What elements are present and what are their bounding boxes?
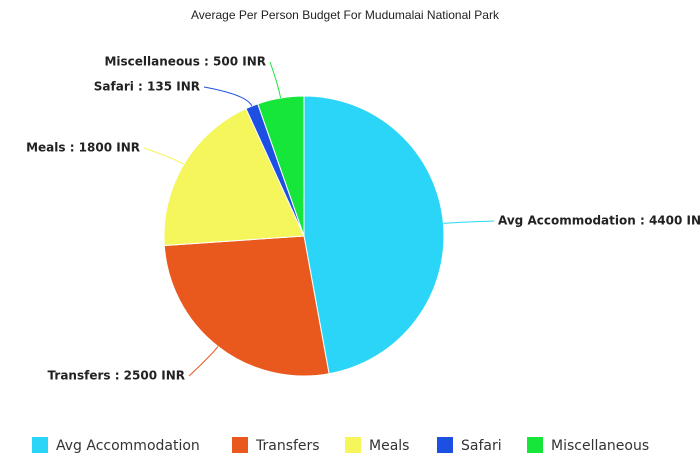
legend-swatch — [32, 437, 48, 453]
data-label: Miscellaneous : 500 INR — [104, 55, 266, 69]
legend-label: Transfers — [255, 438, 320, 454]
legend-label: Safari — [461, 438, 502, 454]
legend-swatch — [345, 437, 361, 453]
data-label: Meals : 1800 INR — [26, 141, 140, 155]
leader-line — [203, 86, 253, 107]
leader-line — [269, 61, 282, 99]
legend-swatch — [527, 437, 543, 453]
pie-slice — [257, 95, 305, 237]
data-label: Avg Accommodation : 4400 INR — [498, 214, 700, 228]
legend-label: Meals — [369, 438, 409, 454]
legend-label: Avg Accommodation — [56, 438, 200, 454]
pie-slice — [303, 95, 445, 375]
leader-line — [188, 346, 219, 377]
data-label: Transfers : 2500 INR — [48, 369, 185, 383]
leader-line — [143, 147, 185, 165]
legend-label: Miscellaneous — [551, 438, 649, 454]
legend-swatch — [437, 437, 453, 453]
pie-slice — [163, 107, 305, 247]
legend-swatch — [232, 437, 248, 453]
leader-line — [443, 220, 495, 224]
data-label: Safari : 135 INR — [94, 80, 200, 94]
chart-title: Average Per Person Budget For Mudumalai … — [191, 8, 500, 22]
